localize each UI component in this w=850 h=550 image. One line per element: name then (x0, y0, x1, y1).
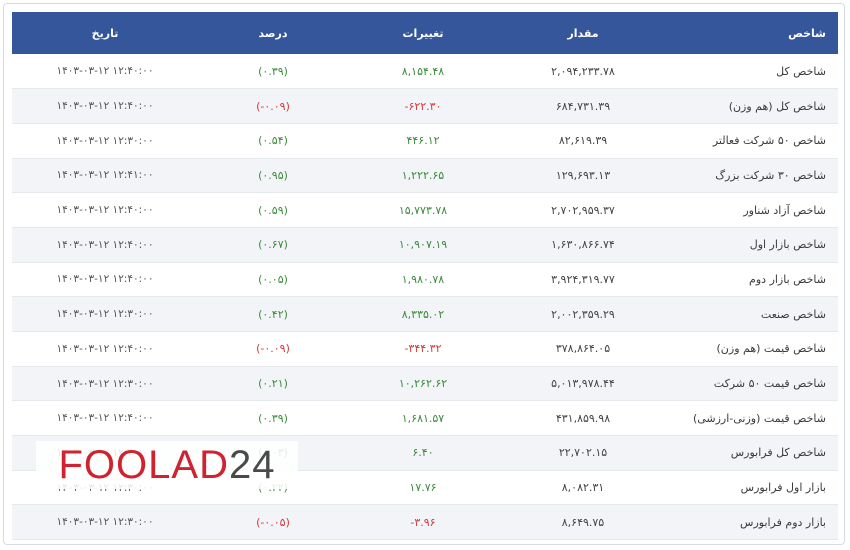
table-row[interactable]: شاخص کل ۲,۰۹۴,۲۳۳.۷۸ ۸,۱۵۴.۴۸ (۰.۳۹) ۱۴۰۳-۰۳… (12, 54, 838, 90)
index-change-cell: -۳.۹۶ (348, 504, 498, 541)
index-value-cell: ۲,۰۰۲,۳۵۹.۲۹ (498, 296, 668, 332)
table-row[interactable]: شاخص ۵۰ شرکت فعالتر ۸۲,۶۱۹.۳۹ ۴۴۶.۱۲ (۰.۵۴)… (12, 123, 838, 159)
index-change-cell: ۱۵,۷۷۳.۷۸ (348, 192, 498, 228)
index-date-cell: ۱۴۰۳-۰۳-۱۲ ۱۲:۴۰:۰۰ (12, 192, 198, 228)
index-percent-cell: (۰.۶۷) (198, 227, 348, 263)
index-name-cell: شاخص ۳۰ شرکت بزرگ (668, 158, 838, 194)
index-percent-cell: (-۰.۰۵) (198, 504, 348, 541)
index-change-cell: -۶۲۲.۳۰ (348, 88, 498, 124)
index-percent-cell: (-۰.۰۹) (198, 331, 348, 367)
index-name-cell: شاخص صنعت (668, 296, 838, 332)
index-date-cell: ۱۴۰۳-۰۳-۱۲ ۱۲:۴۰:۰۰ (12, 227, 198, 263)
index-name-cell: شاخص آزاد شناور (668, 192, 838, 228)
table-row[interactable]: شاخص بازار اول ۱,۶۳۰,۸۶۶.۷۴ ۱۰,۹۰۷.۱۹ (۰.۶۷… (12, 227, 838, 263)
index-percent-cell: (۰.۵۴) (198, 123, 348, 159)
watermark-text-main: FOOLAD (58, 442, 229, 487)
index-change-cell: ۱,۶۸۱.۵۷ (348, 400, 498, 437)
index-value-cell: ۳۷۸,۸۶۴.۰۵ (498, 331, 668, 367)
table-body: شاخص کل ۲,۰۹۴,۲۳۳.۷۸ ۸,۱۵۴.۴۸ (۰.۳۹) ۱۴۰۳-۰۳… (12, 54, 838, 541)
index-name-cell: شاخص بازار اول (668, 227, 838, 263)
table-row[interactable]: شاخص کل (هم وزن) ۶۸۴,۷۳۱.۳۹ -۶۲۲.۳۰ (-۰.۰۹)… (12, 88, 838, 124)
index-value-cell: ۸,۶۴۹.۷۵ (498, 504, 668, 541)
index-change-cell: ۱۰,۲۶۲.۶۲ (348, 366, 498, 402)
index-date-cell: ۱۴۰۳-۰۳-۱۲ ۱۲:۴۰:۰۰ (12, 400, 198, 437)
index-name-cell: شاخص قیمت ۵۰ شرکت (668, 366, 838, 402)
column-header-name[interactable]: شاخص (788, 26, 826, 40)
market-index-table: شاخص مقدار تغییرات درصد تاریخ شاخص کل ۲,۰… (12, 12, 838, 541)
index-name-cell: شاخص ۵۰ شرکت فعالتر (668, 123, 838, 159)
index-name-cell: شاخص قیمت (هم وزن) (668, 331, 838, 367)
index-change-cell: ۶.۴۰ (348, 435, 498, 471)
index-value-cell: ۴۳۱,۸۵۹.۹۸ (498, 400, 668, 437)
index-date-cell: ۱۴۰۳-۰۳-۱۲ ۱۲:۴۰:۰۰ (12, 54, 198, 90)
index-name-cell: شاخص کل (هم وزن) (668, 88, 838, 124)
index-date-cell: ۱۴۰۳-۰۳-۱۲ ۱۲:۳۰:۰۰ (12, 504, 198, 541)
index-change-cell: ۱۷.۷۶ (348, 470, 498, 506)
index-value-cell: ۱۲۹,۶۹۳.۱۳ (498, 158, 668, 194)
table-row[interactable]: شاخص ۳۰ شرکت بزرگ ۱۲۹,۶۹۳.۱۳ ۱,۲۲۲.۶۵ (۰.۹۵… (12, 158, 838, 194)
index-change-cell: ۱,۹۸۰.۷۸ (348, 262, 498, 298)
index-change-cell: ۱,۲۲۲.۶۵ (348, 158, 498, 194)
index-date-cell: ۱۴۰۳-۰۳-۱۲ ۱۲:۳۰:۰۰ (12, 296, 198, 332)
index-name-cell: شاخص کل (668, 54, 838, 90)
table-row[interactable]: شاخص بازار دوم ۳,۹۲۴,۳۱۹.۷۷ ۱,۹۸۰.۷۸ (۰.۰۵)… (12, 262, 838, 298)
column-header-date[interactable]: تاریخ (91, 26, 119, 40)
index-percent-cell: (۰.۵۹) (198, 192, 348, 228)
index-date-cell: ۱۴۰۳-۰۳-۱۲ ۱۲:۴۱:۰۰ (12, 158, 198, 194)
index-value-cell: ۱,۶۳۰,۸۶۶.۷۴ (498, 227, 668, 263)
table-row[interactable]: بازار دوم فرابورس ۸,۶۴۹.۷۵ -۳.۹۶ (-۰.۰۵) ۱۴۰… (12, 504, 838, 541)
table-row[interactable]: شاخص آزاد شناور ۲,۷۰۲,۹۵۹.۳۷ ۱۵,۷۷۳.۷۸ (۰.۵… (12, 192, 838, 228)
column-header-change[interactable]: تغییرات (402, 26, 444, 40)
index-name-cell: بازار اول فرابورس (668, 470, 838, 506)
table-row[interactable]: شاخص قیمت (وزنی-ارزشی) ۴۳۱,۸۵۹.۹۸ ۱,۶۸۱.۵۷… (12, 400, 838, 437)
index-percent-cell: (۰.۳۹) (198, 54, 348, 90)
index-percent-cell: (۰.۲۱) (198, 366, 348, 402)
index-percent-cell: (۰.۰۵) (198, 262, 348, 298)
index-date-cell: ۱۴۰۳-۰۳-۱۲ ۱۲:۳۰:۰۰ (12, 123, 198, 159)
table-row[interactable]: شاخص قیمت (هم وزن) ۳۷۸,۸۶۴.۰۵ -۳۴۴.۳۲ (-۰.۰… (12, 331, 838, 367)
index-change-cell: ۴۴۶.۱۲ (348, 123, 498, 159)
index-change-cell: ۱۰,۹۰۷.۱۹ (348, 227, 498, 263)
index-name-cell: شاخص کل فرابورس (668, 435, 838, 471)
column-header-value[interactable]: مقدار (567, 26, 599, 40)
index-percent-cell: (۰.۴۲) (198, 296, 348, 332)
index-value-cell: ۸۲,۶۱۹.۳۹ (498, 123, 668, 159)
index-date-cell: ۱۴۰۳-۰۳-۱۲ ۱۲:۴۰:۰۰ (12, 331, 198, 367)
index-value-cell: ۲,۰۹۴,۲۳۳.۷۸ (498, 54, 668, 90)
table-header: شاخص مقدار تغییرات درصد تاریخ (12, 12, 838, 54)
table-row[interactable]: شاخص قیمت ۵۰ شرکت ۵,۰۱۳,۹۷۸.۴۴ ۱۰,۲۶۲.۶۲ (۰… (12, 366, 838, 402)
index-date-cell: ۱۴۰۳-۰۳-۱۲ ۱۲:۴۰:۰۰ (12, 88, 198, 124)
watermark-text-number: 24 (228, 442, 276, 487)
index-name-cell: بازار دوم فرابورس (668, 504, 838, 541)
index-value-cell: ۸,۰۸۲.۳۱ (498, 470, 668, 506)
index-change-cell: ۸,۳۳۵.۰۲ (348, 296, 498, 332)
column-header-percent[interactable]: درصد (258, 26, 288, 40)
foolad24-watermark-logo: FOOLAD 24 (36, 441, 298, 489)
index-date-cell: ۱۴۰۳-۰۳-۱۲ ۱۲:۴۰:۰۰ (12, 262, 198, 298)
index-value-cell: ۶۸۴,۷۳۱.۳۹ (498, 88, 668, 124)
index-change-cell: ۸,۱۵۴.۴۸ (348, 54, 498, 90)
index-change-cell: -۳۴۴.۳۲ (348, 331, 498, 367)
index-percent-cell: (۰.۹۵) (198, 158, 348, 194)
index-percent-cell: (-۰.۰۹) (198, 88, 348, 124)
index-value-cell: ۲۲,۷۰۲.۱۵ (498, 435, 668, 471)
index-date-cell: ۱۴۰۳-۰۳-۱۲ ۱۲:۳۰:۰۰ (12, 366, 198, 402)
index-value-cell: ۵,۰۱۳,۹۷۸.۴۴ (498, 366, 668, 402)
index-value-cell: ۳,۹۲۴,۳۱۹.۷۷ (498, 262, 668, 298)
table-row[interactable]: شاخص صنعت ۲,۰۰۲,۳۵۹.۲۹ ۸,۳۳۵.۰۲ (۰.۴۲) ۱۴۰۳-… (12, 296, 838, 332)
index-value-cell: ۲,۷۰۲,۹۵۹.۳۷ (498, 192, 668, 228)
index-name-cell: شاخص قیمت (وزنی-ارزشی) (668, 400, 838, 437)
index-percent-cell: (۰.۳۹) (198, 400, 348, 437)
index-name-cell: شاخص بازار دوم (668, 262, 838, 298)
